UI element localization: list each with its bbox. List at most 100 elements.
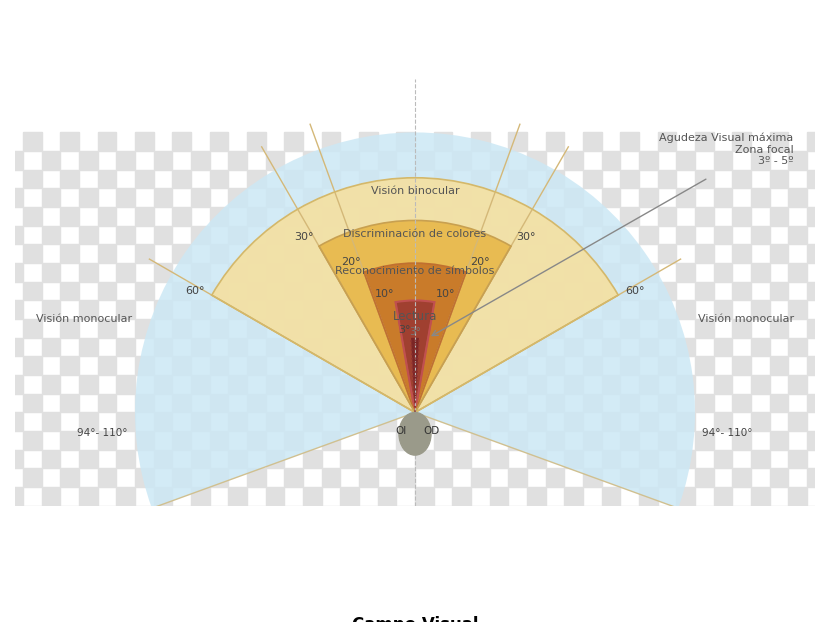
Bar bbox=[433, 580, 452, 599]
Bar bbox=[545, 394, 564, 412]
Bar bbox=[490, 263, 508, 282]
Bar bbox=[79, 188, 98, 207]
Bar bbox=[23, 468, 42, 487]
Bar bbox=[135, 543, 154, 562]
Bar bbox=[173, 356, 191, 375]
Wedge shape bbox=[212, 178, 618, 412]
Bar bbox=[266, 412, 285, 431]
Bar bbox=[545, 319, 564, 338]
Bar bbox=[564, 151, 583, 170]
Bar bbox=[527, 338, 545, 356]
Bar bbox=[826, 487, 830, 506]
Bar bbox=[191, 300, 210, 319]
Bar bbox=[135, 394, 154, 412]
Bar bbox=[0, 431, 4, 450]
Bar bbox=[751, 412, 769, 431]
Bar bbox=[732, 244, 751, 263]
Text: 60°: 60° bbox=[625, 286, 645, 296]
Bar bbox=[769, 394, 788, 412]
Bar bbox=[639, 338, 657, 356]
Bar bbox=[135, 468, 154, 487]
Bar bbox=[266, 300, 285, 319]
Text: OI: OI bbox=[396, 426, 407, 436]
Bar bbox=[714, 599, 732, 618]
Bar bbox=[415, 338, 433, 356]
Bar bbox=[210, 319, 228, 338]
Bar bbox=[4, 487, 23, 506]
Bar bbox=[173, 580, 191, 599]
Bar bbox=[228, 226, 247, 244]
Bar bbox=[42, 338, 61, 356]
Bar bbox=[266, 188, 285, 207]
Bar bbox=[397, 282, 415, 300]
Bar bbox=[415, 263, 433, 282]
Bar bbox=[508, 394, 527, 412]
Bar bbox=[191, 412, 210, 431]
Bar bbox=[154, 188, 173, 207]
Bar bbox=[676, 338, 695, 356]
Bar bbox=[285, 580, 303, 599]
Bar bbox=[322, 506, 340, 524]
Bar bbox=[98, 356, 116, 375]
Bar bbox=[154, 338, 173, 356]
Bar bbox=[639, 300, 657, 319]
Bar bbox=[807, 431, 826, 450]
Bar bbox=[452, 412, 471, 431]
Bar bbox=[490, 188, 508, 207]
Bar bbox=[359, 506, 378, 524]
Bar bbox=[154, 599, 173, 618]
Bar bbox=[340, 263, 359, 282]
Bar bbox=[210, 394, 228, 412]
Bar bbox=[826, 188, 830, 207]
Bar bbox=[583, 170, 602, 188]
Bar bbox=[247, 170, 266, 188]
Bar bbox=[564, 188, 583, 207]
Bar bbox=[452, 151, 471, 170]
Bar bbox=[61, 170, 79, 188]
Bar bbox=[228, 263, 247, 282]
Bar bbox=[490, 151, 508, 170]
Bar bbox=[564, 450, 583, 468]
Bar bbox=[42, 412, 61, 431]
Bar bbox=[732, 506, 751, 524]
Bar bbox=[285, 543, 303, 562]
Bar bbox=[210, 468, 228, 487]
Bar bbox=[210, 170, 228, 188]
Bar bbox=[359, 356, 378, 375]
Bar bbox=[116, 188, 135, 207]
Bar bbox=[247, 506, 266, 524]
Bar bbox=[714, 562, 732, 580]
Bar bbox=[527, 487, 545, 506]
Bar bbox=[397, 394, 415, 412]
Bar bbox=[173, 468, 191, 487]
Bar bbox=[116, 562, 135, 580]
Bar bbox=[23, 356, 42, 375]
Bar bbox=[545, 244, 564, 263]
Bar bbox=[23, 244, 42, 263]
Bar bbox=[359, 170, 378, 188]
Bar bbox=[695, 170, 714, 188]
Bar bbox=[247, 580, 266, 599]
Bar bbox=[415, 151, 433, 170]
Bar bbox=[378, 151, 397, 170]
Bar bbox=[247, 282, 266, 300]
Wedge shape bbox=[396, 300, 434, 412]
Bar bbox=[303, 375, 322, 394]
Bar bbox=[639, 450, 657, 468]
Bar bbox=[210, 207, 228, 226]
Bar bbox=[61, 543, 79, 562]
Bar bbox=[340, 562, 359, 580]
Bar bbox=[247, 543, 266, 562]
Bar bbox=[769, 282, 788, 300]
Bar bbox=[266, 562, 285, 580]
Bar bbox=[191, 524, 210, 543]
Wedge shape bbox=[411, 338, 419, 412]
Bar bbox=[695, 356, 714, 375]
Bar bbox=[98, 170, 116, 188]
Bar bbox=[769, 431, 788, 450]
Bar bbox=[583, 468, 602, 487]
Bar bbox=[266, 226, 285, 244]
Bar bbox=[322, 170, 340, 188]
Bar bbox=[676, 487, 695, 506]
Bar bbox=[340, 450, 359, 468]
